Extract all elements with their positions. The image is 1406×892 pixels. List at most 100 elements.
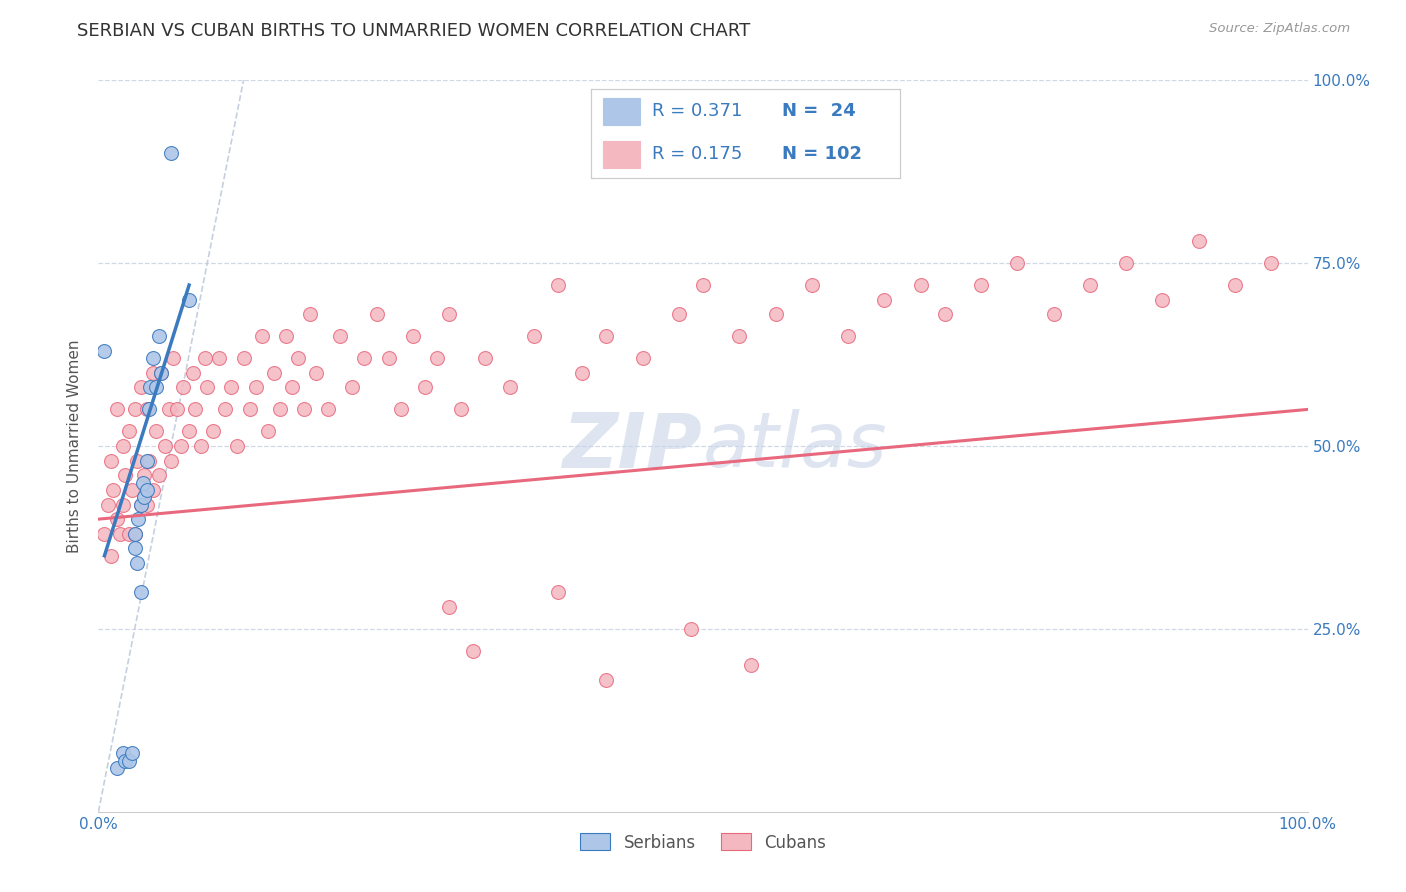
Point — [179, 293, 201, 307]
Point — [105, 761, 128, 775]
Point — [256, 425, 278, 439]
Point — [221, 380, 243, 394]
Point — [111, 498, 134, 512]
Point — [121, 746, 143, 760]
Point — [118, 425, 141, 439]
Point — [148, 329, 170, 343]
Point — [172, 380, 194, 394]
Point — [138, 402, 160, 417]
Point — [305, 366, 328, 380]
Point — [426, 351, 449, 366]
Point — [195, 380, 218, 394]
Point — [129, 585, 152, 599]
Point — [450, 402, 472, 417]
Point — [269, 402, 291, 417]
Point — [138, 453, 160, 467]
Point — [474, 351, 496, 366]
Point — [728, 329, 751, 343]
Point — [129, 498, 152, 512]
Point — [910, 278, 932, 293]
Point — [329, 329, 352, 343]
Point — [135, 453, 157, 467]
Bar — [603, 141, 640, 168]
Point — [765, 307, 787, 321]
Point — [547, 278, 569, 293]
Text: atlas: atlas — [703, 409, 887, 483]
Point — [281, 380, 304, 394]
Point — [1223, 278, 1246, 293]
Point — [232, 351, 254, 366]
Point — [111, 746, 134, 760]
Point — [160, 146, 183, 161]
Point — [134, 468, 156, 483]
Text: ZIP: ZIP — [564, 409, 703, 483]
Point — [162, 351, 184, 366]
Point — [160, 453, 183, 467]
Point — [437, 307, 460, 321]
Point — [377, 351, 399, 366]
Point — [139, 380, 162, 394]
Point — [132, 475, 155, 490]
Point — [402, 329, 425, 343]
Point — [595, 673, 617, 687]
Point — [250, 329, 273, 343]
Point — [124, 402, 146, 417]
Legend: Serbians, Cubans: Serbians, Cubans — [574, 827, 832, 858]
Point — [135, 498, 157, 512]
Text: SERBIAN VS CUBAN BIRTHS TO UNMARRIED WOMEN CORRELATION CHART: SERBIAN VS CUBAN BIRTHS TO UNMARRIED WOM… — [77, 22, 751, 40]
Point — [292, 402, 315, 417]
Point — [413, 380, 436, 394]
Text: N = 102: N = 102 — [782, 145, 862, 163]
Point — [463, 644, 485, 658]
Point — [101, 483, 124, 497]
Point — [93, 343, 115, 358]
Point — [142, 483, 165, 497]
Point — [214, 402, 236, 417]
Point — [679, 622, 702, 636]
Point — [1188, 234, 1211, 248]
Point — [208, 351, 231, 366]
Point — [148, 468, 170, 483]
Point — [142, 366, 165, 380]
Point — [135, 483, 157, 497]
Point — [287, 351, 309, 366]
Point — [166, 402, 188, 417]
Point — [124, 526, 146, 541]
Point — [153, 439, 176, 453]
Point — [547, 585, 569, 599]
Point — [239, 402, 262, 417]
Point — [668, 307, 690, 321]
Point — [150, 366, 173, 380]
Point — [837, 329, 859, 343]
Point — [316, 402, 339, 417]
Point — [181, 366, 204, 380]
Point — [111, 439, 134, 453]
Point — [134, 490, 156, 504]
Point — [1152, 293, 1174, 307]
Point — [150, 366, 173, 380]
Point — [145, 380, 167, 394]
Bar — [603, 98, 640, 125]
Y-axis label: Births to Unmarried Women: Births to Unmarried Women — [67, 339, 83, 553]
Point — [145, 425, 167, 439]
Point — [740, 658, 762, 673]
Point — [114, 754, 136, 768]
Point — [366, 307, 388, 321]
Point — [299, 307, 322, 321]
Point — [97, 498, 120, 512]
Point — [523, 329, 546, 343]
Point — [127, 512, 149, 526]
Point — [873, 293, 896, 307]
Point — [595, 329, 617, 343]
Point — [202, 425, 225, 439]
Point — [800, 278, 823, 293]
Point — [105, 512, 128, 526]
Point — [571, 366, 593, 380]
Point — [631, 351, 654, 366]
Point — [142, 351, 165, 366]
Text: N =  24: N = 24 — [782, 103, 856, 120]
Point — [934, 307, 956, 321]
Point — [100, 549, 122, 563]
Text: R = 0.371: R = 0.371 — [652, 103, 742, 120]
Point — [105, 402, 128, 417]
